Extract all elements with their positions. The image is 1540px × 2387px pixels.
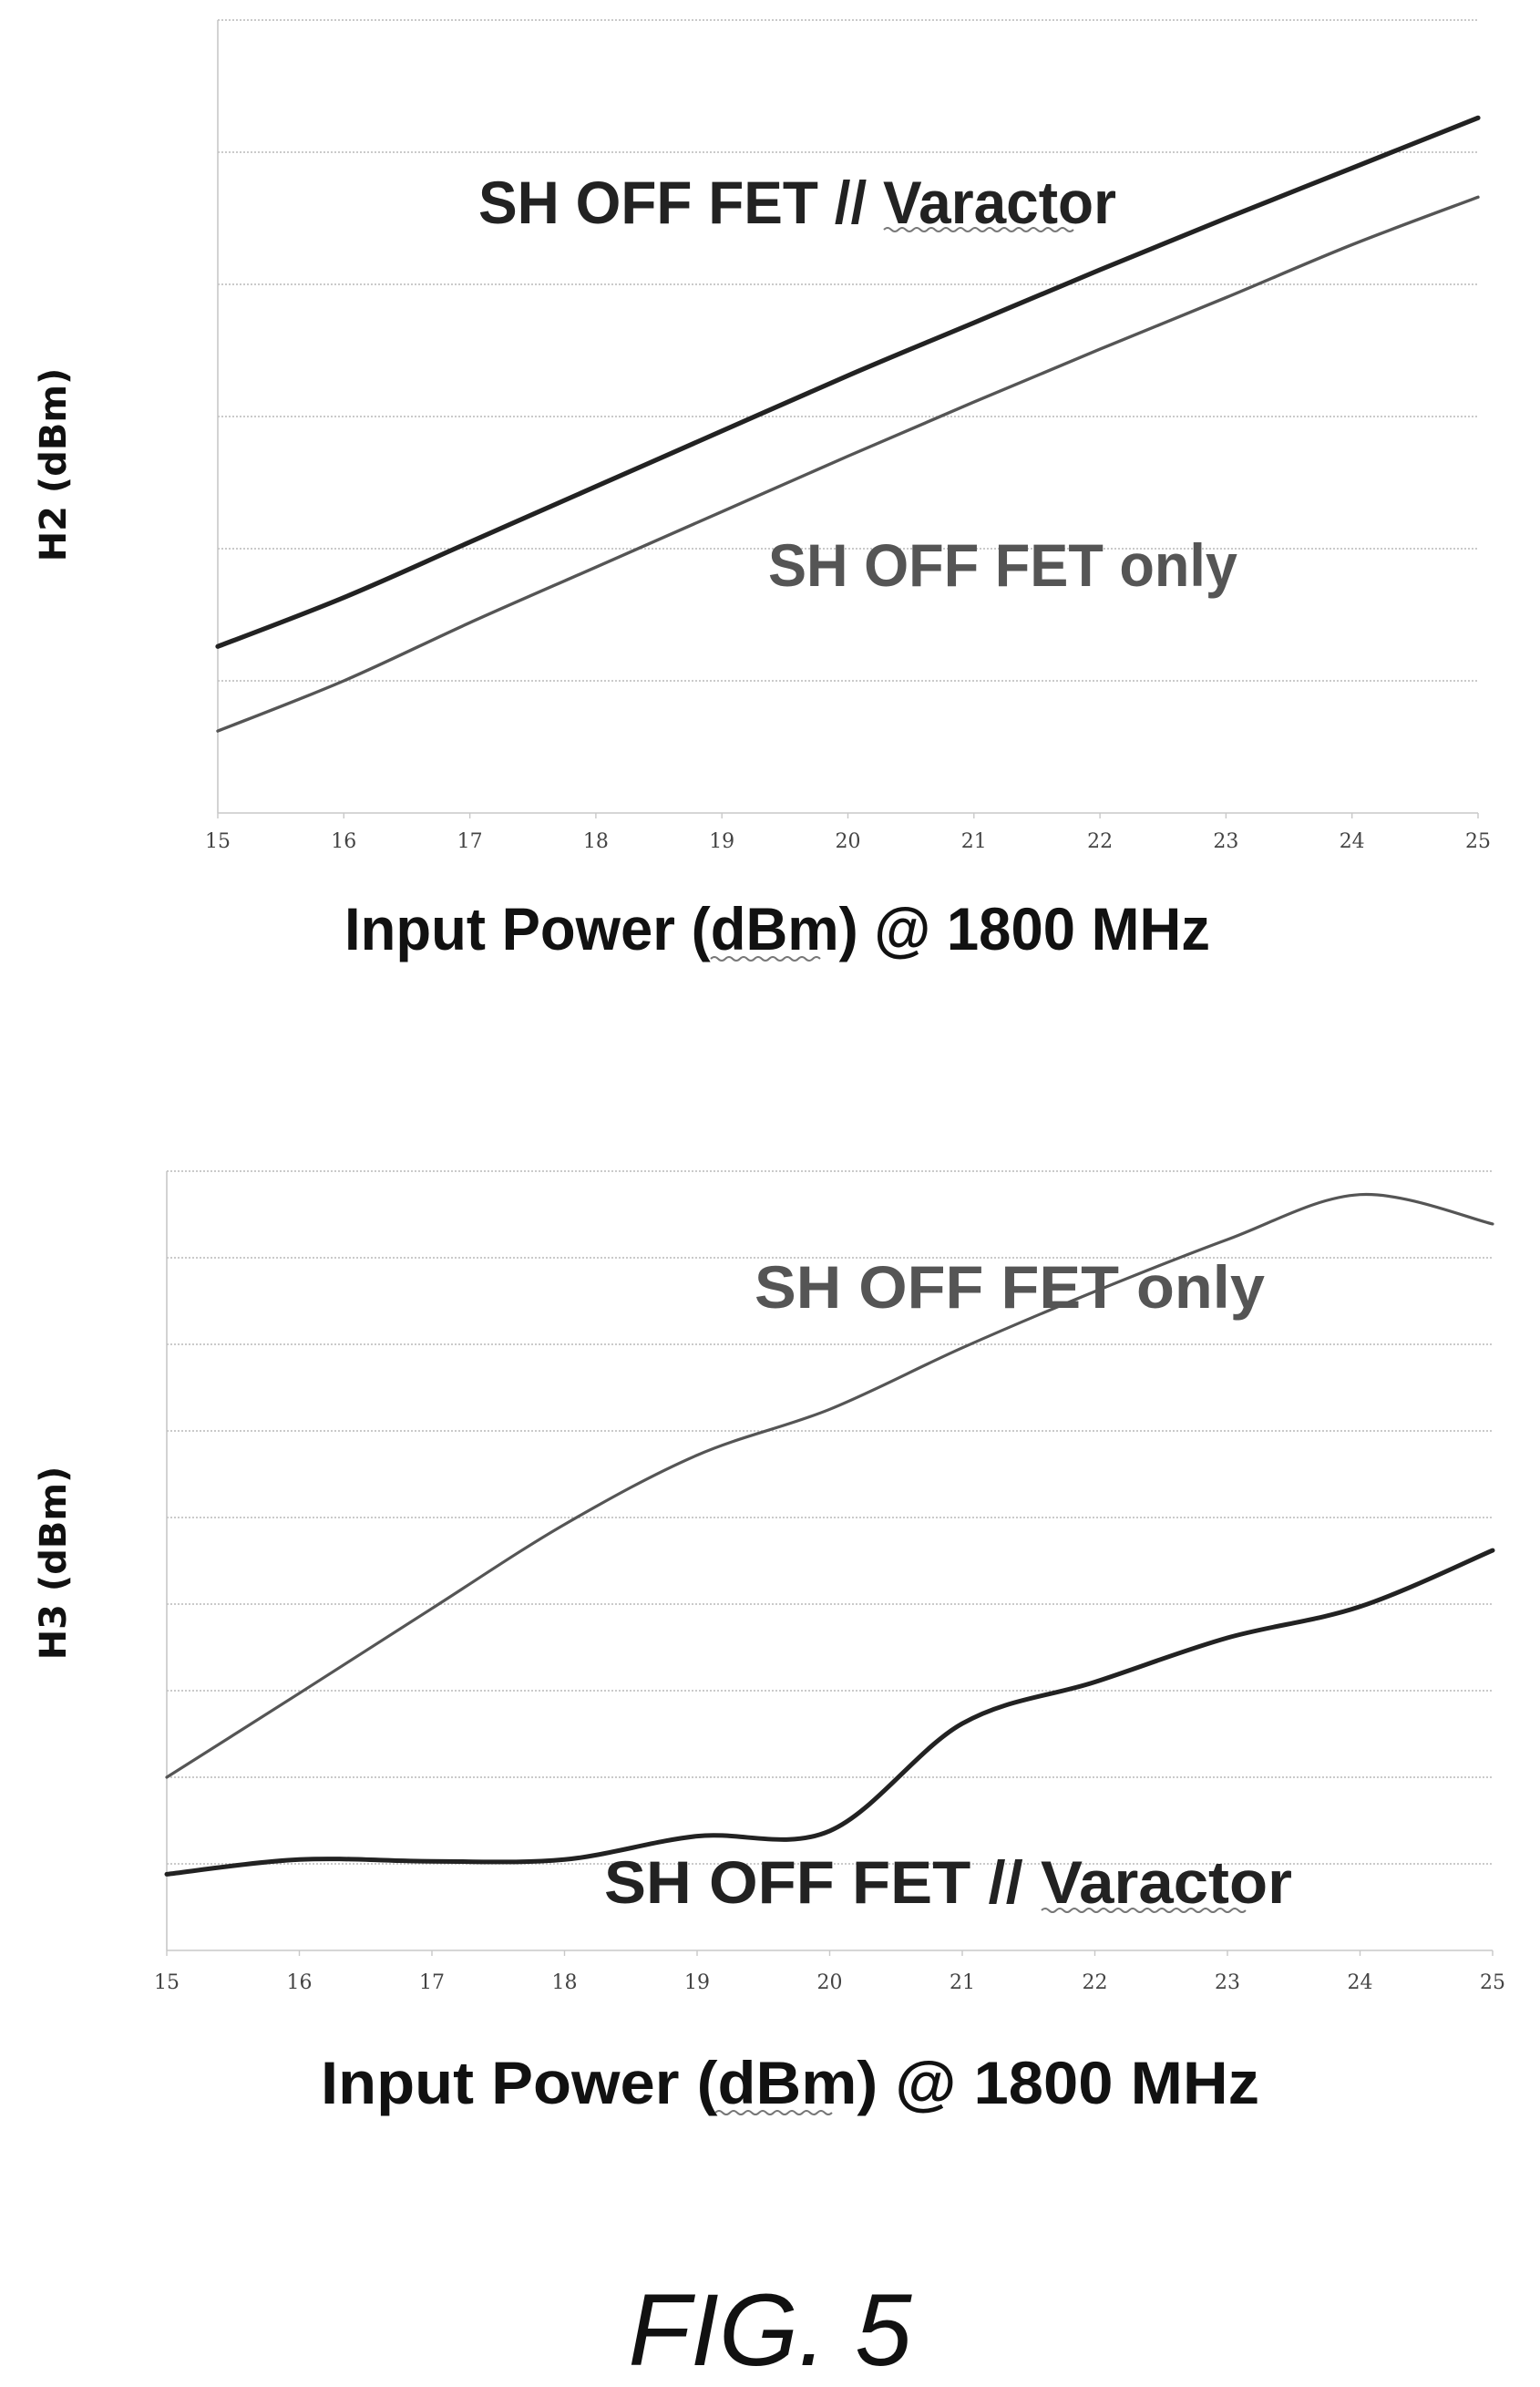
h2-series-line-varactor	[215, 115, 1481, 649]
h3-legend-label-varactor: SH OFF FET // Varactor	[604, 1848, 1292, 1916]
h2-gridlines	[218, 19, 1478, 682]
h2-x-tick-label: 16	[331, 830, 356, 853]
h2-x-tick-label: 17	[457, 830, 483, 853]
h3-xlabel-squiggle	[714, 2110, 833, 2115]
h2-series-lines	[215, 115, 1481, 733]
h2-x-tick-label: 22	[1087, 830, 1113, 853]
h3-series-line-fet-only	[165, 1192, 1494, 1779]
h2-chart: 15 16 17 18 19 20 21 22 23 24 25 SH OFF FET // Var…	[33, 19, 1491, 962]
h2-x-axis-title: Input Power (dBm) @ 1800 MHz	[344, 895, 1210, 962]
h2-legend-label-varactor: SH OFF FET // Varactor	[478, 169, 1116, 236]
h3-x-tick-label: 25	[1480, 1971, 1505, 1994]
h3-gridlines	[167, 1170, 1493, 1865]
h2-spellcheck-squiggle	[883, 227, 1074, 232]
h2-x-tick-label: 15	[205, 830, 231, 853]
h3-x-tick-labels: 15 16 17 18 19 20 21 22 23 24 25	[154, 1950, 1505, 1994]
h3-x-tick-label: 19	[684, 1971, 710, 1994]
h3-spellcheck-squiggle	[1041, 1908, 1247, 1913]
h2-xlabel-squiggle	[710, 956, 821, 962]
h3-legend-label-fet-only: SH OFF FET only	[755, 1253, 1265, 1321]
h2-x-tick-label: 25	[1465, 830, 1491, 853]
figure-label: FIG. 5	[628, 2273, 912, 2387]
h2-x-tick-labels: 15 16 17 18 19 20 21 22 23 24 25	[205, 813, 1491, 853]
h3-x-tick-label: 17	[419, 1971, 445, 1994]
h2-x-tick-label: 24	[1340, 830, 1365, 853]
h2-y-axis-title: H2 (dBm)	[33, 368, 75, 562]
h3-y-axis-title: H3 (dBm)	[33, 1466, 75, 1661]
h2-x-tick-label: 23	[1213, 830, 1238, 853]
h2-legend-label-fet-only: SH OFF FET only	[768, 531, 1237, 599]
h3-series-lines	[164, 1192, 1495, 1877]
h2-x-tick-label: 18	[583, 830, 609, 853]
h2-x-tick-label: 19	[709, 830, 734, 853]
h3-chart: 15 16 17 18 19 20 21 22 23 24 25 SH OFF FET only S…	[33, 1170, 1505, 2116]
h2-series-line-fet-only	[216, 195, 1480, 733]
h3-x-tick-label: 16	[287, 1971, 313, 1994]
h2-x-tick-label: 20	[836, 830, 861, 853]
h3-x-tick-label: 22	[1083, 1971, 1108, 1994]
h3-x-tick-label: 15	[154, 1971, 180, 1994]
h3-x-tick-label: 24	[1348, 1971, 1373, 1994]
h3-series-line-varactor	[164, 1548, 1495, 1877]
h3-x-tick-label: 23	[1215, 1971, 1240, 1994]
h3-x-tick-label: 21	[950, 1971, 975, 1994]
h3-x-tick-label: 18	[552, 1971, 578, 1994]
h3-x-tick-label: 20	[817, 1971, 843, 1994]
h3-x-axis-title: Input Power (dBm) @ 1800 MHz	[321, 2049, 1259, 2116]
h2-x-tick-label: 21	[961, 830, 987, 853]
